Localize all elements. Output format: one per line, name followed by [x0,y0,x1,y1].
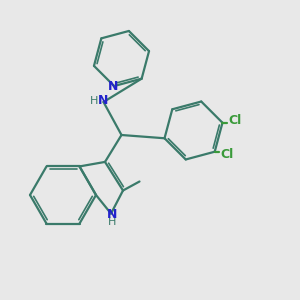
Text: N: N [98,94,108,107]
Text: H: H [108,217,117,227]
Text: H: H [90,95,98,106]
Text: Cl: Cl [229,114,242,127]
Text: N: N [107,80,118,92]
Text: Cl: Cl [221,148,234,160]
Text: N: N [107,208,118,221]
